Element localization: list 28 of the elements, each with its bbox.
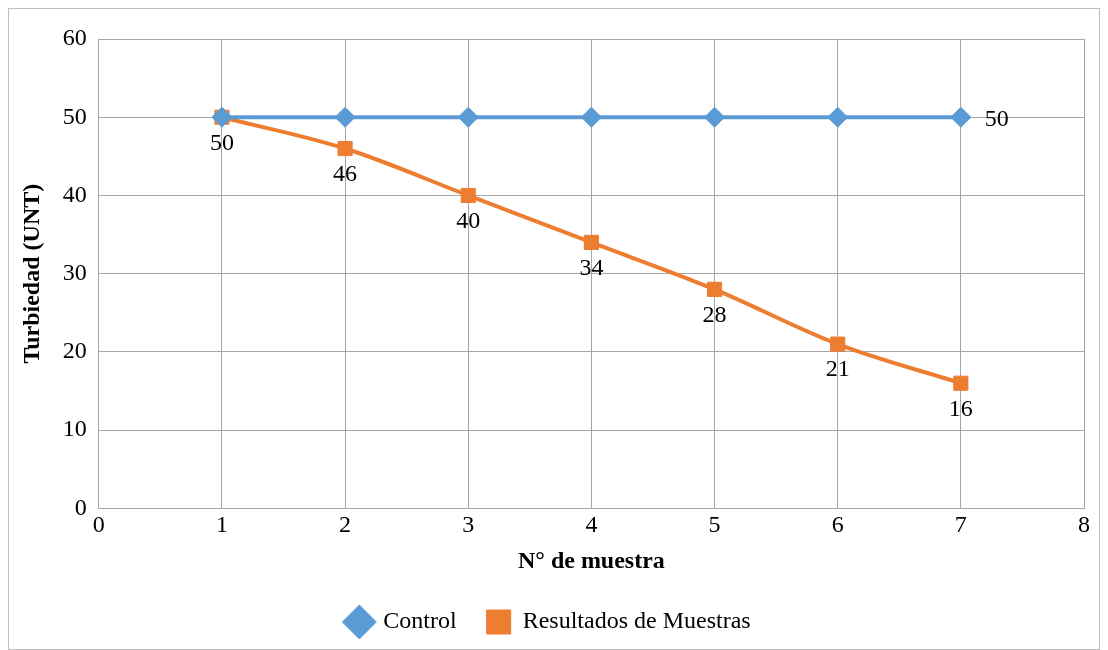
y-tick-label: 60 bbox=[62, 24, 87, 51]
y-tick-label: 0 bbox=[74, 493, 87, 520]
legend-label: Control bbox=[383, 607, 458, 634]
data-label: 40 bbox=[456, 206, 481, 233]
data-label: 16 bbox=[948, 394, 973, 421]
y-tick-label: 30 bbox=[62, 259, 87, 285]
legend-label: Resultados de Muestras bbox=[522, 607, 751, 634]
x-tick-label: 3 bbox=[462, 511, 475, 538]
x-tick-label: 5 bbox=[708, 511, 721, 538]
x-tick-label: 7 bbox=[954, 511, 967, 538]
data-label: 21 bbox=[825, 355, 850, 382]
y-tick-label: 20 bbox=[62, 337, 87, 364]
data-label: 28 bbox=[702, 300, 727, 327]
x-tick-label: 8 bbox=[1078, 511, 1090, 538]
x-tick-label: 0 bbox=[92, 511, 105, 538]
y-tick-label: 40 bbox=[62, 180, 87, 207]
x-tick-label: 6 bbox=[831, 511, 844, 538]
x-tick-label: 1 bbox=[215, 511, 228, 538]
y-tick-label: 10 bbox=[62, 415, 87, 442]
y-tick-label: 50 bbox=[62, 102, 87, 129]
x-tick-label: 4 bbox=[585, 511, 598, 538]
data-label: 50 bbox=[209, 128, 234, 155]
data-label: 50 bbox=[984, 104, 1009, 131]
data-label: 46 bbox=[333, 159, 358, 186]
x-axis-title: N° de muestra bbox=[517, 546, 665, 573]
y-axis-title: Turbiedad (UNT) bbox=[17, 183, 44, 364]
x-tick-label: 2 bbox=[339, 511, 352, 538]
data-label: 34 bbox=[579, 253, 604, 280]
